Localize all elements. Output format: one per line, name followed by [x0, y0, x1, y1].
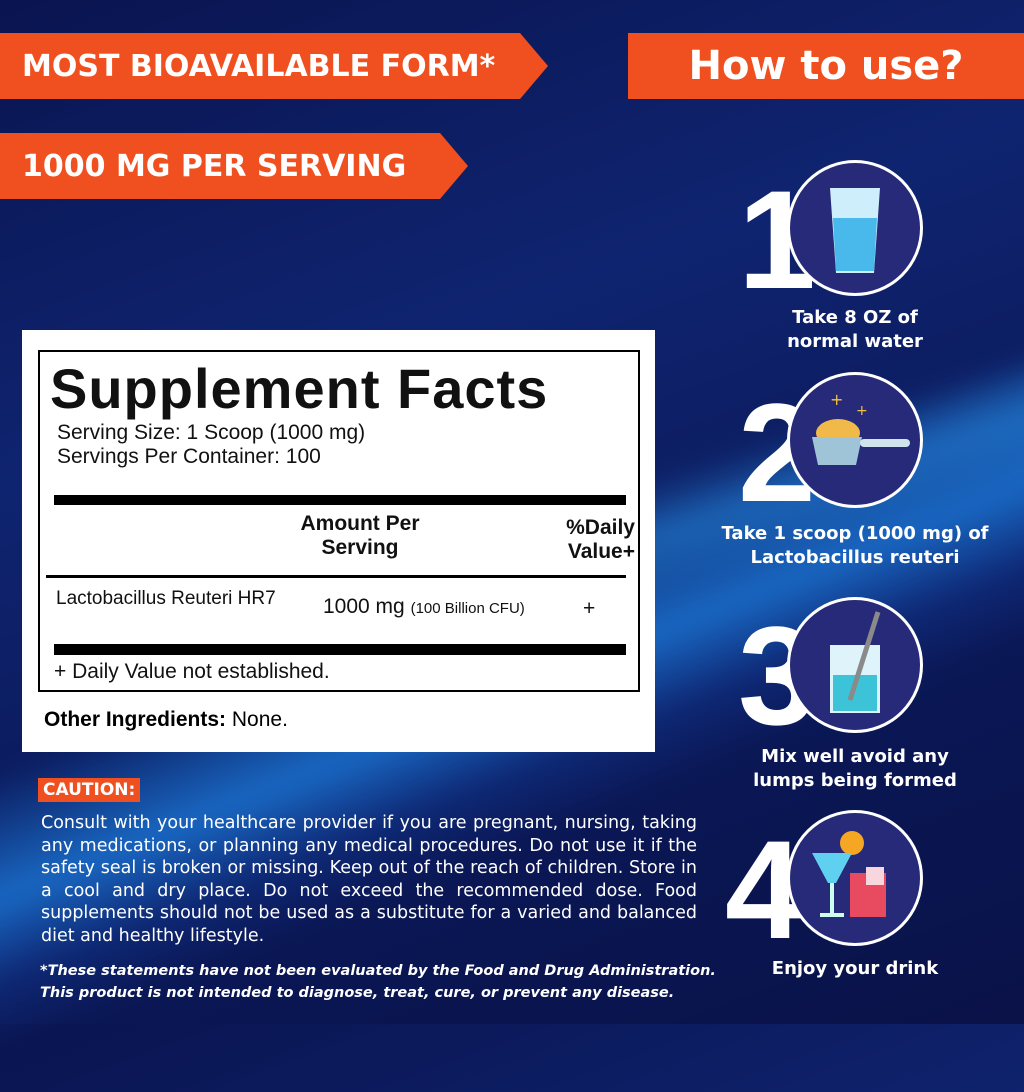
- powder-scoop-icon: + +: [787, 372, 923, 508]
- cfu: (100 Billion CFU): [410, 600, 525, 617]
- drinks-icon: [787, 810, 923, 946]
- svg-text:+: +: [830, 390, 843, 409]
- dose-banner: 1000 MG PER SERVING: [0, 133, 468, 199]
- servings-per-container: Servings Per Container: 100: [57, 445, 321, 468]
- step-text: Take 8 OZ of: [792, 307, 918, 328]
- how-to-use-banner: How to use?: [628, 33, 1024, 99]
- step-4-text: Enjoy your drink: [740, 957, 970, 981]
- stirring-glass-icon: [787, 597, 923, 733]
- divider: [54, 495, 626, 505]
- caution-label: CAUTION:: [38, 778, 141, 802]
- facts-title: Supplement Facts: [50, 357, 549, 420]
- caution-text: Consult with your healthcare provider if…: [41, 813, 697, 946]
- disclaimer-line: This product is not intended to diagnose…: [40, 985, 675, 1001]
- step-text: Mix well avoid any: [761, 746, 949, 767]
- step-text: Take 1 scoop (1000 mg) of: [721, 523, 989, 544]
- fda-disclaimer: *These statements have not been evaluate…: [40, 960, 716, 1004]
- step-text: lumps being formed: [753, 770, 957, 791]
- amount-header: Amount Per Serving: [300, 512, 420, 559]
- divider: [54, 644, 626, 655]
- dv-header: %Daily Value+: [566, 516, 635, 563]
- step-1-text: Take 8 OZ of normal water: [740, 306, 970, 354]
- other-value: None.: [226, 708, 288, 731]
- divider: [46, 575, 626, 578]
- serving-size: Serving Size: 1 Scoop (1000 mg): [57, 421, 366, 444]
- step-text: normal water: [787, 331, 923, 352]
- ingredient-amount: 1000 mg (100 Billion CFU): [323, 595, 525, 619]
- glass-of-water-icon: [787, 160, 923, 296]
- supplement-facts-panel: Supplement Facts Serving Size: 1 Scoop (…: [22, 330, 655, 752]
- disclaimer-line: *These statements have not been evaluate…: [40, 963, 716, 979]
- other-label: Other Ingredients:: [44, 708, 227, 731]
- bioavailable-banner: MOST BIOAVAILABLE FORM*: [0, 33, 548, 99]
- ingredient-name: Lactobacillus Reuteri HR7: [56, 588, 276, 609]
- svg-text:+: +: [856, 403, 868, 419]
- step-text: Lactobacillus reuteri: [750, 547, 960, 568]
- supplement-facts-box: Supplement Facts Serving Size: 1 Scoop (…: [38, 350, 640, 692]
- other-ingredients: Other Ingredients: None.: [44, 708, 288, 732]
- amount: 1000 mg: [323, 595, 405, 618]
- dv-footnote: + Daily Value not established.: [54, 660, 330, 683]
- step-3-text: Mix well avoid any lumps being formed: [740, 745, 970, 793]
- step-text: Enjoy your drink: [771, 958, 939, 979]
- step-2-text: Take 1 scoop (1000 mg) of Lactobacillus r…: [715, 522, 995, 570]
- ingredient-dv: +: [583, 597, 596, 620]
